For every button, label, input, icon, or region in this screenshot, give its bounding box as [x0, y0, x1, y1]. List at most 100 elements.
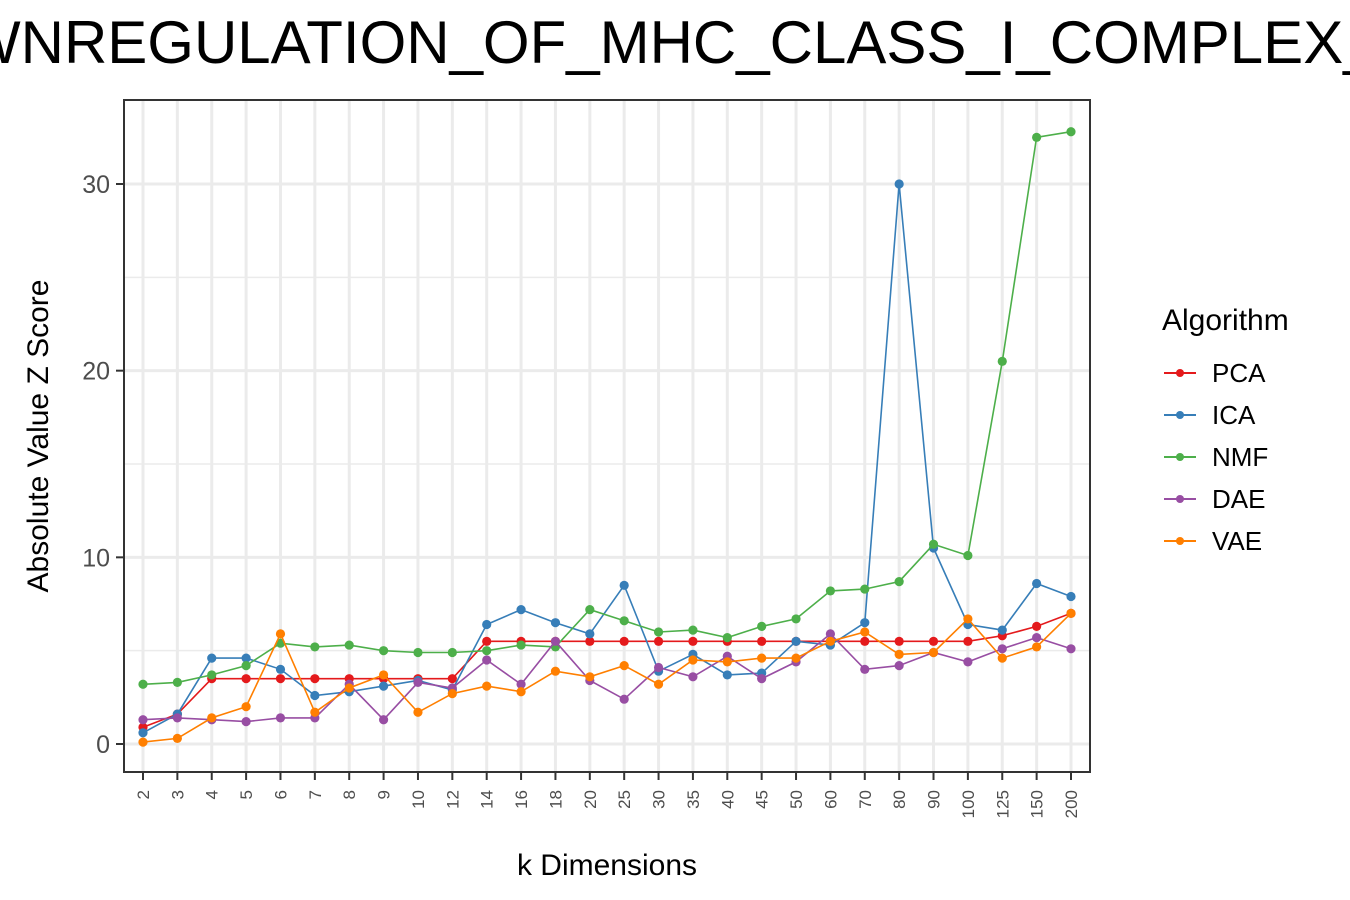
data-point-vae: [825, 636, 836, 646]
data-point-vae: [1032, 642, 1042, 652]
data-point-nmf: [997, 356, 1007, 366]
data-point-dae: [963, 657, 973, 667]
data-point-vae: [963, 614, 973, 624]
series-line-ica: [142, 183, 1072, 734]
data-point-nmf: [172, 677, 182, 688]
data-point-nmf: [207, 670, 217, 680]
x-tick-label: 30: [650, 790, 669, 809]
data-point-pca: [447, 674, 457, 684]
x-tick-label: 25: [615, 790, 634, 809]
data-point-ica: [275, 664, 286, 674]
x-tick-label: 8: [340, 790, 359, 799]
data-point-nmf: [344, 640, 354, 650]
y-tick-label: 10: [82, 544, 110, 572]
data-point-vae: [894, 649, 904, 660]
data-point-dae: [757, 674, 767, 684]
x-tick-label: 90: [925, 790, 944, 809]
data-point-nmf: [791, 614, 801, 624]
x-tick-label: 80: [890, 790, 909, 809]
legend: Algorithm PCA ICA NMF DAE VAE: [1162, 304, 1342, 562]
x-tick-label: 45: [753, 790, 772, 809]
legend-items: PCA ICA NMF DAE VAE: [1162, 352, 1342, 562]
data-point-dae: [619, 694, 629, 704]
data-point-pca: [241, 674, 251, 684]
x-tick-label: 9: [375, 790, 394, 799]
data-point-nmf: [1066, 127, 1076, 137]
data-point-vae: [310, 707, 320, 717]
series-line-vae: [142, 612, 1072, 743]
data-point-pca: [310, 674, 320, 684]
x-tick-label: 150: [1028, 790, 1047, 818]
data-point-ica: [138, 728, 148, 738]
data-point-dae: [516, 679, 526, 689]
legend-label: VAE: [1212, 525, 1263, 556]
data-point-ica: [619, 580, 629, 590]
data-point-nmf: [1032, 132, 1042, 142]
data-point-dae: [413, 677, 423, 688]
data-point-nmf: [653, 627, 664, 637]
data-point-nmf: [310, 642, 320, 652]
data-point-vae: [275, 629, 286, 639]
data-point-ica: [241, 653, 251, 663]
data-point-nmf: [482, 646, 492, 656]
legend-item-vae: VAE: [1162, 520, 1342, 562]
data-point-dae: [825, 629, 836, 639]
data-point-ica: [1032, 578, 1042, 589]
data-point-pca: [688, 636, 698, 646]
data-point-pca: [1032, 621, 1042, 632]
data-point-vae: [619, 661, 629, 671]
data-point-vae: [757, 653, 767, 663]
data-point-ica: [207, 653, 217, 663]
x-tick-label: 3: [168, 790, 187, 799]
legend-key: [1162, 363, 1198, 383]
data-point-vae: [447, 689, 457, 699]
data-point-ica: [722, 670, 732, 680]
data-point-nmf: [138, 679, 148, 689]
data-point-vae: [241, 702, 251, 712]
data-point-dae: [138, 715, 148, 725]
series-vae: [138, 608, 1076, 747]
legend-item-pca: PCA: [1162, 352, 1342, 394]
data-point-dae: [997, 644, 1007, 654]
x-tick-label: 5: [237, 790, 256, 799]
x-tick-label: 200: [1062, 790, 1081, 818]
data-point-ica: [997, 625, 1007, 635]
data-point-pca: [482, 636, 492, 646]
data-point-dae: [1066, 644, 1076, 654]
data-point-ica: [894, 179, 904, 189]
data-point-vae: [550, 666, 561, 676]
series-line-nmf: [142, 130, 1072, 686]
x-axis-title: k Dimensions: [517, 849, 697, 882]
data-point-dae: [378, 715, 389, 725]
legend-key: [1162, 405, 1198, 425]
data-point-dae: [860, 664, 870, 674]
data-point-nmf: [860, 584, 870, 594]
data-point-nmf: [447, 647, 457, 658]
data-point-dae: [1032, 633, 1042, 643]
data-point-dae: [241, 717, 251, 727]
data-point-vae: [344, 683, 354, 693]
data-point-nmf: [825, 586, 836, 596]
legend-key: [1162, 531, 1198, 551]
data-point-vae: [482, 681, 492, 691]
series-line-dae: [142, 632, 1072, 723]
data-point-ica: [1066, 591, 1076, 602]
data-point-vae: [688, 655, 698, 665]
data-point-dae: [482, 655, 492, 665]
data-point-nmf: [619, 616, 629, 626]
legend-item-dae: DAE: [1162, 478, 1342, 520]
chart-title: WNREGULATION_OF_MHC_CLASS_I_COMPLEX_CE: [0, 8, 1350, 88]
data-point-dae: [172, 713, 182, 723]
data-point-ica: [791, 636, 801, 646]
data-point-vae: [653, 679, 664, 689]
data-point-vae: [516, 687, 526, 697]
data-point-vae: [997, 653, 1007, 663]
data-point-dae: [653, 662, 664, 673]
y-tick-label: 30: [82, 171, 110, 199]
y-axis: 0 10 20 30: [82, 171, 124, 759]
data-point-ica: [310, 690, 320, 701]
x-tick-label: 2: [134, 790, 153, 799]
data-point-nmf: [585, 605, 595, 615]
data-point-ica: [860, 618, 870, 628]
